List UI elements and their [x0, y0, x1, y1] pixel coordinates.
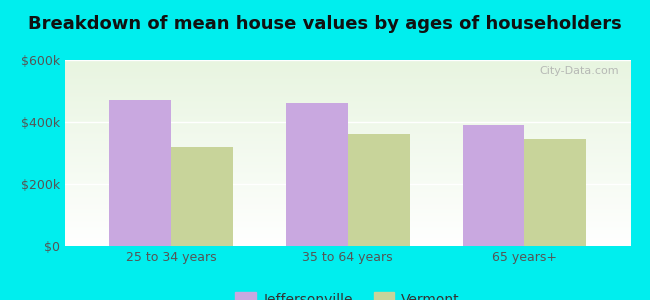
- Text: City-Data.com: City-Data.com: [540, 66, 619, 76]
- Bar: [525, 139, 586, 246]
- Bar: [109, 100, 171, 246]
- Text: Breakdown of mean house values by ages of householders: Breakdown of mean house values by ages o…: [28, 15, 622, 33]
- Bar: [286, 103, 348, 246]
- Legend: Jeffersonville, Vermont: Jeffersonville, Vermont: [230, 286, 465, 300]
- Bar: [463, 125, 525, 246]
- Bar: [348, 134, 410, 246]
- Bar: [171, 147, 233, 246]
